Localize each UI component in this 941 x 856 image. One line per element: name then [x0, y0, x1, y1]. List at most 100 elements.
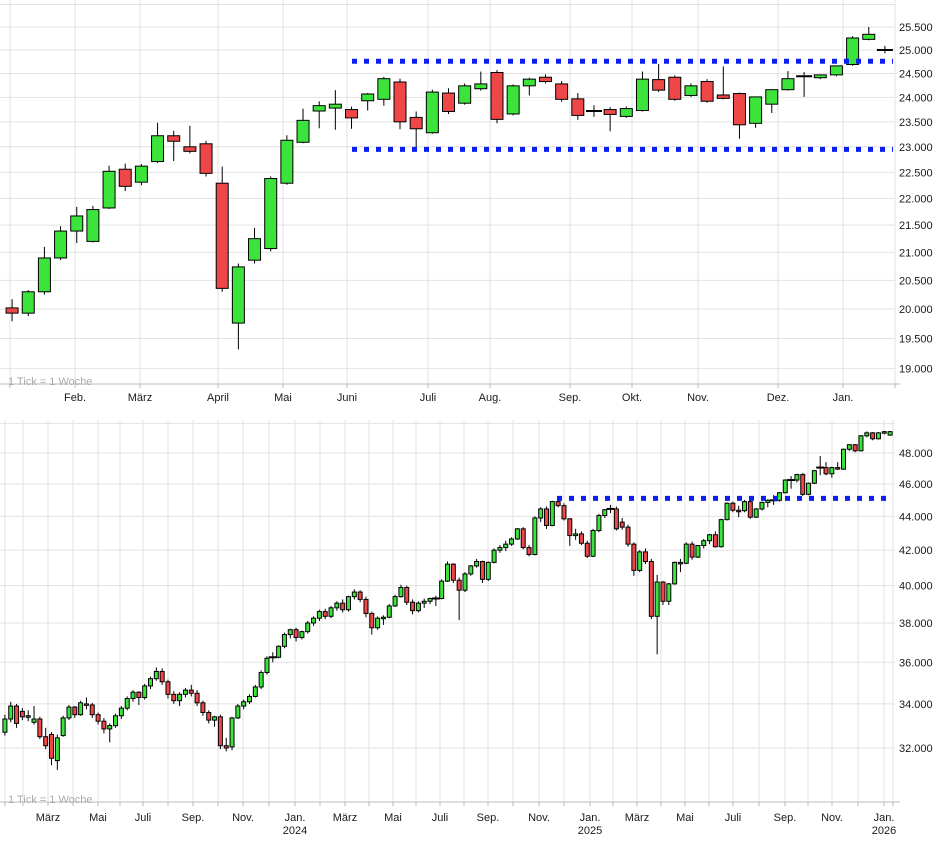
svg-text:40.000: 40.000: [899, 581, 933, 593]
candle-up-body: [280, 139, 294, 184]
candle-up-body: [281, 634, 287, 647]
candle-up-body: [887, 431, 893, 436]
candle-up-body: [386, 605, 392, 618]
upper-candlestick-chart: 25.500 25.000 24.500 24.000 23.500 23.000 22.5…: [0, 0, 941, 410]
candle-down-body: [49, 733, 54, 759]
svg-text:Jan.: Jan.: [580, 812, 601, 824]
candle-up-body: [485, 561, 491, 580]
candle-down-body: [631, 543, 637, 571]
candle-up-body: [296, 119, 310, 143]
candle-up-body: [506, 85, 520, 115]
candle-down-body: [404, 586, 410, 603]
candle-up-body: [231, 266, 245, 324]
candle-up-body: [241, 701, 247, 707]
candle-down-body: [584, 542, 590, 557]
svg-text:Sep.: Sep.: [477, 812, 500, 824]
candle-up-body: [684, 85, 698, 96]
candle-down-body: [689, 543, 695, 558]
candle-up-body: [509, 538, 515, 545]
candle-up-body: [54, 230, 68, 259]
svg-text:36.000: 36.000: [899, 657, 933, 669]
svg-text:2025: 2025: [578, 825, 602, 837]
candle-down-body: [578, 533, 584, 544]
candle-up-body: [264, 657, 270, 673]
svg-text:Dez.: Dez.: [767, 392, 790, 404]
candle-down-body: [456, 579, 462, 591]
candle-down-body: [835, 467, 841, 470]
candle-down-body: [194, 692, 200, 704]
candle-up-body: [70, 215, 84, 232]
candle-up-body: [37, 257, 51, 293]
candle-down-body: [442, 92, 455, 113]
candle-down-body: [652, 79, 666, 91]
candle-down-body: [716, 94, 730, 99]
candle-up-body: [864, 432, 870, 437]
svg-text:Nov.: Nov.: [821, 812, 843, 824]
candle-down-body: [490, 72, 504, 120]
svg-text:22.500: 22.500: [899, 167, 933, 179]
svg-text:21.000: 21.000: [899, 247, 933, 259]
candle-down-body: [571, 98, 585, 116]
svg-text:Jan.: Jan.: [285, 812, 306, 824]
candle-up-body: [474, 83, 488, 90]
candle-down-body: [538, 76, 552, 83]
candle-up-body: [637, 551, 643, 571]
candle-up-body: [806, 482, 812, 495]
candle-up-body: [468, 565, 474, 575]
candle-down-body: [660, 581, 666, 602]
candle-up-body: [573, 533, 579, 537]
candle-up-body: [142, 685, 148, 698]
x-axis: [0, 383, 900, 388]
candle-up-body: [312, 105, 326, 112]
candle-down-body: [165, 681, 171, 695]
candle-up-body: [765, 89, 779, 105]
candle-down-body: [171, 693, 177, 702]
svg-text:Sep.: Sep.: [559, 392, 582, 404]
svg-text:März: März: [128, 392, 152, 404]
upper-candlestick-chart-canvas[interactable]: 25.500 25.000 24.500 24.000 23.500 23.000 22.5…: [0, 0, 941, 410]
svg-text:46.000: 46.000: [899, 479, 933, 491]
candle-down-body: [409, 116, 423, 130]
candle-up-body: [439, 580, 445, 600]
candle-up-body: [66, 706, 72, 719]
candle-up-body: [316, 611, 322, 619]
candle-down-body: [450, 563, 456, 581]
candle-up-body: [846, 37, 860, 65]
svg-text:Mai: Mai: [384, 812, 402, 824]
svg-text:Nov.: Nov.: [232, 812, 254, 824]
candle-up-body: [846, 444, 852, 450]
svg-text:21.500: 21.500: [899, 220, 933, 232]
candle-up-body: [549, 501, 555, 526]
candle-up-body: [235, 705, 241, 719]
candle-down-body: [526, 547, 532, 556]
candle-down-body: [293, 629, 299, 638]
lower-candlestick-chart-canvas[interactable]: 48.000 46.000 44.000 42.000 40.000 38.000 36.0…: [0, 410, 941, 856]
svg-text:Jan.: Jan.: [874, 812, 895, 824]
candle-down-body: [603, 109, 617, 115]
candle-up-body: [264, 178, 278, 250]
candle-up-body: [377, 78, 391, 100]
candle-up-body: [107, 725, 113, 730]
candle-up-body: [635, 78, 649, 112]
candle-up-body: [724, 502, 730, 521]
svg-text:April: April: [207, 392, 229, 404]
candle-up-body: [427, 598, 433, 602]
candles: [5, 27, 893, 350]
candle-up-body: [25, 715, 31, 718]
candle-down-body: [479, 561, 485, 580]
candle-up-body: [287, 629, 293, 636]
candle-down-body: [732, 93, 746, 126]
candle-down-body: [83, 703, 89, 706]
candle-up-body: [672, 561, 678, 585]
candle-up-body: [654, 581, 660, 617]
svg-text:25.000: 25.000: [899, 45, 933, 57]
candle-up-body: [212, 716, 218, 721]
candle-up-body: [858, 435, 864, 452]
candle-down-body: [393, 81, 407, 123]
candle-down-body: [14, 705, 20, 724]
candle-down-body: [37, 718, 43, 738]
candle-up-body: [776, 492, 782, 501]
y-axis-labels: 25.500 25.000 24.500 24.000 23.500 23.000 22.5…: [899, 22, 933, 376]
candle-up-body: [21, 291, 35, 314]
candle-up-body: [375, 617, 381, 629]
